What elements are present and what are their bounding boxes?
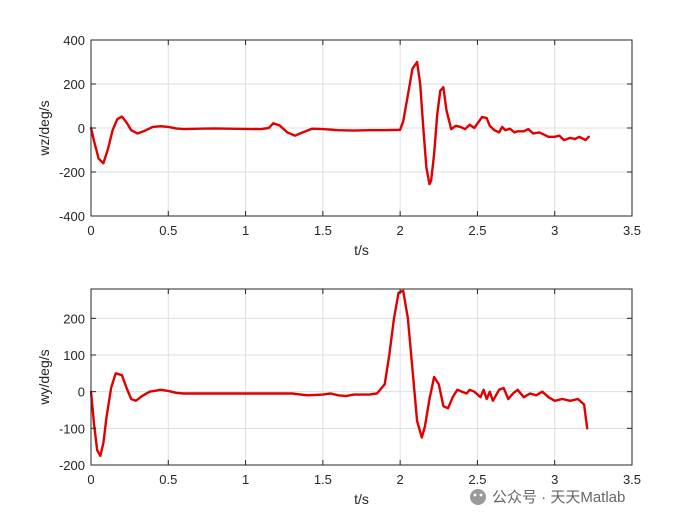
y-tick-label: -100 bbox=[59, 421, 85, 436]
y-tick-label: 0 bbox=[78, 121, 85, 136]
x-tick-label: 2 bbox=[397, 223, 404, 238]
subplot-wy: 0 0.5 1 1.5 2 2.5 3 3.5 -200 -100 0 100 200 t/s wy/deg… bbox=[36, 288, 641, 507]
y-tick-label: 400 bbox=[63, 33, 85, 48]
y-tick-label: -200 bbox=[59, 458, 85, 473]
y-tick-label: -400 bbox=[59, 209, 85, 224]
plot-area bbox=[91, 289, 632, 465]
x-tick-label: 2 bbox=[397, 472, 404, 487]
wechat-icon-eye-right bbox=[479, 493, 483, 497]
x-tick-label: 3.5 bbox=[623, 223, 641, 238]
x-tick-label: 1 bbox=[242, 223, 249, 238]
watermark-text: 公众号 · 天天Matlab bbox=[492, 489, 625, 506]
axes-frame bbox=[90, 288, 633, 466]
x-axis-label: t/s bbox=[354, 491, 369, 507]
y-tick-label: 200 bbox=[63, 311, 85, 326]
x-tick-label: 2.5 bbox=[468, 223, 486, 238]
x-tick-label: 3 bbox=[551, 472, 558, 487]
subplot-wz: 0 0.5 1 1.5 2 2.5 3 3.5 -400 -200 0 200 400 t/s wz/deg… bbox=[36, 33, 641, 258]
series-line bbox=[89, 60, 590, 186]
x-tick-label: 0 bbox=[87, 472, 94, 487]
watermark: 公众号 · 天天Matlab bbox=[470, 489, 625, 506]
series-line bbox=[89, 289, 589, 457]
y-axis-label: wy/deg/s bbox=[36, 349, 52, 405]
x-tick-label: 1 bbox=[242, 472, 249, 487]
wechat-icon-eye-left bbox=[473, 493, 477, 497]
y-tick-label: 200 bbox=[63, 77, 85, 92]
x-axis-label: t/s bbox=[354, 242, 369, 258]
x-tick-label: 1.5 bbox=[314, 472, 332, 487]
x-tick-label: 0.5 bbox=[159, 472, 177, 487]
y-tick-label: -200 bbox=[59, 165, 85, 180]
y-tick-label: 0 bbox=[78, 385, 85, 400]
x-tick-label: 0 bbox=[87, 223, 94, 238]
x-tick-label: 2.5 bbox=[468, 472, 486, 487]
x-tick-label: 3.5 bbox=[623, 472, 641, 487]
y-tick-label: 100 bbox=[63, 348, 85, 363]
x-tick-label: 0.5 bbox=[159, 223, 177, 238]
wechat-icon bbox=[470, 489, 486, 505]
x-tick-label: 1.5 bbox=[314, 223, 332, 238]
y-axis-label: wz/deg/s bbox=[36, 100, 52, 156]
x-tick-label: 3 bbox=[551, 223, 558, 238]
